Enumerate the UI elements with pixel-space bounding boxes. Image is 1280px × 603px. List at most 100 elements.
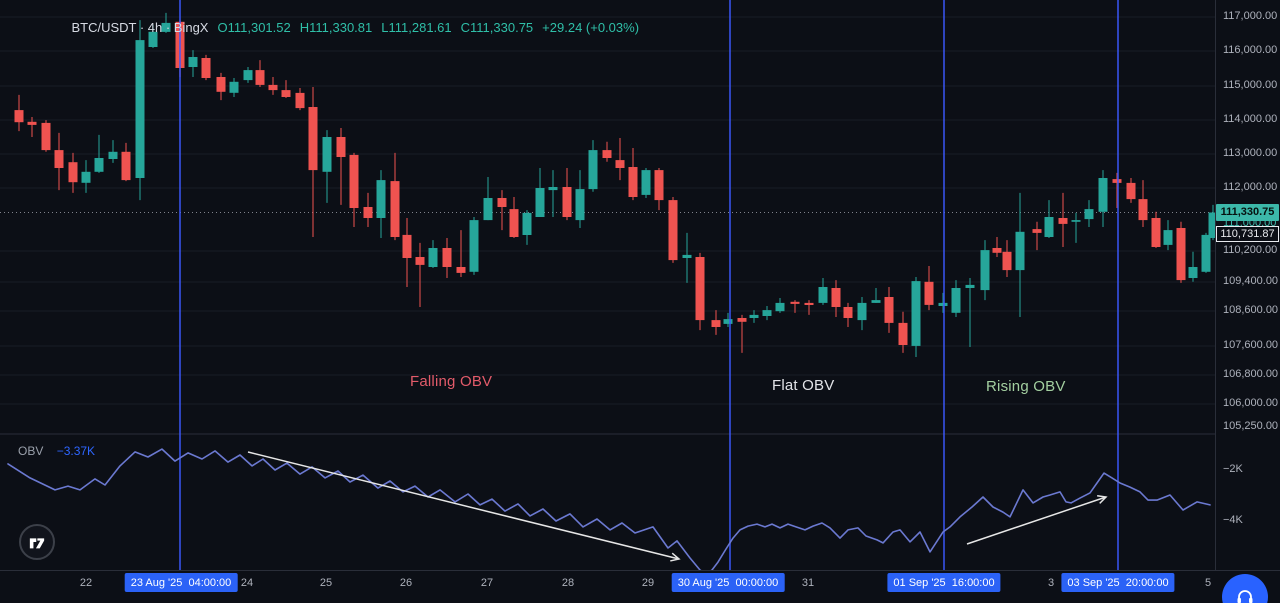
candle-body — [723, 319, 733, 324]
candle-body — [898, 322, 908, 345]
candle-body — [992, 248, 1002, 253]
time-axis-label: 27 — [480, 577, 494, 589]
time-axis-label: 25 — [319, 577, 333, 589]
candle-body — [415, 257, 425, 265]
candle-body — [818, 287, 828, 303]
candle-body — [1151, 218, 1161, 247]
candle-body — [469, 220, 479, 272]
trend-arrow-drawing[interactable] — [247, 451, 681, 562]
price-axis-label: 106,000.00 — [1223, 397, 1279, 409]
candle-body — [428, 248, 438, 267]
time-badge: 01 Sep '25 16:00:00 — [887, 573, 1001, 592]
time-axis-label: 3 — [1047, 577, 1055, 589]
candle-body — [349, 154, 359, 208]
candle-body — [804, 302, 814, 305]
price-axis-label: 108,600.00 — [1223, 304, 1279, 316]
text-annotation[interactable]: Rising OBV — [986, 378, 1066, 395]
price-axis[interactable]: 111,000.00 117,000.00 116,000.00 115,000.0… — [1215, 0, 1280, 570]
price-axis-label: 112,000.00 — [1223, 181, 1278, 193]
ohlc-item: C111,330.75 — [460, 20, 534, 35]
obv-label: OBV — [18, 444, 44, 458]
candle-body — [562, 187, 572, 217]
candle-body — [295, 92, 305, 109]
candle-body — [376, 180, 386, 218]
price-axis-label: 117,000.00 — [1223, 10, 1278, 22]
candle-body — [711, 320, 721, 327]
candle-body — [1176, 228, 1186, 281]
candle-body — [27, 121, 37, 125]
time-badge: 03 Sep '25 20:00:00 — [1061, 573, 1175, 592]
obv-line — [7, 448, 1211, 570]
time-axis-label: 31 — [801, 577, 815, 589]
candle-body — [108, 151, 118, 159]
candle-body — [1084, 209, 1094, 220]
candle-body — [641, 170, 651, 195]
text-annotation[interactable]: Falling OBV — [410, 373, 493, 390]
candle-body — [363, 207, 373, 218]
chart-legend: BTC/USDT · 4h · BingX O111,301.52 H111,330… — [57, 5, 639, 50]
time-axis[interactable]: 22 24 25 26 27 28 29 31 3 5 23 Aug '25 04:00:00 30 … — [0, 570, 1280, 603]
symbol-title: BTC/USDT · 4h · BingX — [71, 20, 209, 35]
price-axis-label: −4K — [1223, 514, 1243, 526]
candle-body — [924, 281, 934, 305]
candle-body — [402, 234, 412, 258]
candle-body — [201, 58, 211, 78]
candle-body — [509, 209, 519, 237]
candle-body — [54, 150, 64, 168]
chart-canvas[interactable] — [0, 0, 1215, 570]
text-annotation[interactable]: Flat OBV — [772, 377, 835, 394]
candle-body — [522, 212, 532, 235]
price-axis-label: 109,400.00 — [1223, 275, 1279, 287]
candle-body — [749, 314, 759, 318]
candle-body — [831, 288, 841, 307]
price-axis-label: 106,800.00 — [1223, 368, 1279, 380]
candle-body — [14, 110, 24, 123]
time-axis-label: 29 — [641, 577, 655, 589]
candle-body — [884, 297, 894, 323]
candle-body — [41, 122, 51, 151]
headset-icon — [1237, 590, 1253, 603]
candle-body — [938, 302, 948, 306]
candle-body — [668, 200, 678, 261]
candle-body — [336, 137, 346, 157]
candle-body — [790, 301, 800, 304]
candle-body — [281, 90, 291, 97]
tradingview-logo-button[interactable] — [19, 524, 55, 560]
price-axis-label: 105,250.00 — [1223, 420, 1279, 432]
time-axis-label: 24 — [240, 577, 254, 589]
candle-body — [243, 70, 253, 81]
price-axis-label: −2K — [1223, 463, 1243, 475]
candle-body — [1032, 229, 1042, 233]
candle-body — [762, 310, 772, 316]
candle-body — [980, 250, 990, 291]
candle-body — [737, 318, 747, 322]
candle-body — [575, 189, 585, 221]
candle-body — [615, 160, 625, 168]
candle-body — [1138, 199, 1148, 221]
ohlc-item: L111,281.61 — [381, 20, 452, 35]
price-axis-label: 107,600.00 — [1223, 339, 1279, 351]
time-axis-label: 26 — [399, 577, 413, 589]
candle-body — [628, 167, 638, 197]
candle-body — [602, 150, 612, 158]
price-axis-label: 114,000.00 — [1223, 113, 1278, 125]
candle-body — [308, 107, 318, 171]
candle-body — [456, 267, 466, 273]
time-axis-label: 22 — [79, 577, 93, 589]
trend-arrow-drawing[interactable] — [966, 495, 1108, 545]
candle-body — [68, 162, 78, 183]
candle-body — [857, 302, 867, 321]
candle-body — [588, 150, 598, 190]
price-axis-label: 115,000.00 — [1223, 79, 1278, 91]
time-badge: 23 Aug '25 04:00:00 — [124, 573, 238, 592]
price-axis-label: 110,200.00 — [1223, 244, 1278, 256]
candle-body — [1112, 179, 1122, 183]
obv-value: −3.37K — [56, 444, 96, 458]
candle-body — [161, 22, 171, 32]
candle-body — [121, 151, 131, 181]
candle-body — [535, 188, 545, 217]
candle-body — [255, 70, 265, 85]
candle-body — [148, 31, 158, 47]
tradingview-logo-icon — [29, 538, 45, 549]
